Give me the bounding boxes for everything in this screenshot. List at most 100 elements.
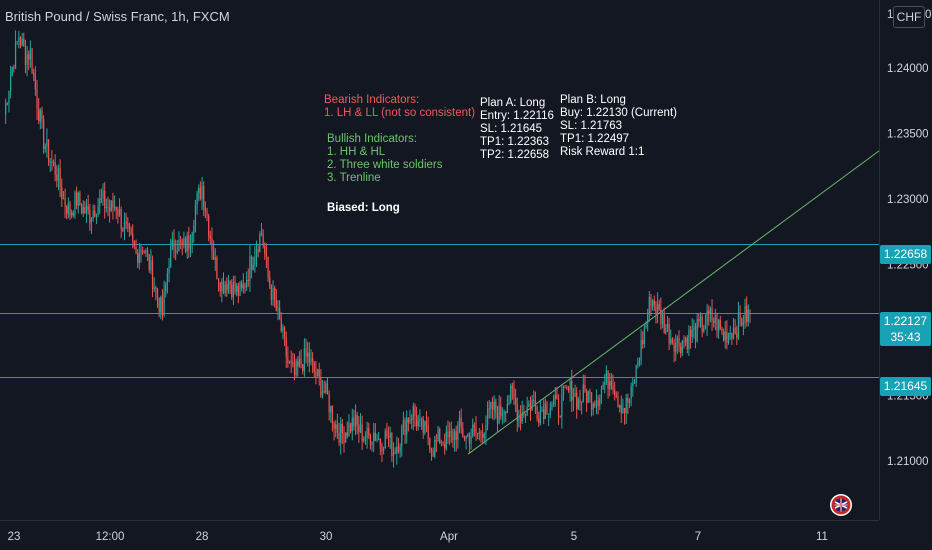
candle-body[interactable] [432,450,434,457]
candle-body[interactable] [295,361,297,375]
candle-body[interactable] [607,370,609,389]
candle-body[interactable] [587,391,589,403]
candle-body[interactable] [330,405,332,413]
candle-body[interactable] [691,329,693,337]
candle-body[interactable] [298,358,301,367]
candle-body[interactable] [523,412,525,415]
candle-body[interactable] [142,250,144,252]
candle-body[interactable] [567,388,570,391]
candle-body[interactable] [303,348,305,372]
candle-body[interactable] [455,431,457,441]
candle-body[interactable] [628,398,631,404]
candle-body[interactable] [354,414,357,427]
candle-body[interactable] [168,266,170,273]
candle-body[interactable] [66,206,68,214]
candle-body[interactable] [321,391,324,396]
candle-body[interactable] [175,250,177,253]
candle-body[interactable] [486,408,489,425]
candle-body[interactable] [285,337,287,357]
candle-body[interactable] [579,399,581,403]
candle-body[interactable] [143,251,145,253]
candle-body[interactable] [148,254,150,271]
candle-body[interactable] [645,323,647,328]
candle-body[interactable] [620,404,622,413]
candle-body[interactable] [31,48,33,73]
candle-body[interactable] [11,66,13,76]
candle-body[interactable] [234,282,236,292]
candle-body[interactable] [392,452,395,456]
candle-body[interactable] [582,384,584,403]
candle-body[interactable] [490,401,492,410]
candle-body[interactable] [262,233,264,247]
candle-body[interactable] [316,369,319,377]
candle-body[interactable] [387,435,390,438]
candle-body[interactable] [80,205,83,214]
candle-body[interactable] [359,424,362,433]
candle-body[interactable] [505,411,507,413]
candle-body[interactable] [247,280,249,282]
candle-body[interactable] [417,421,419,427]
candle-body[interactable] [320,376,322,396]
candle-body[interactable] [264,246,266,254]
candle-body[interactable] [219,282,221,292]
candle-body[interactable] [737,312,740,338]
candle-body[interactable] [23,38,25,47]
candle-body[interactable] [300,358,302,365]
candle-body[interactable] [283,327,286,338]
candle-body[interactable] [18,37,20,42]
candle-body[interactable] [711,308,713,321]
candle-body[interactable] [118,209,121,216]
candle-body[interactable] [427,425,429,439]
candle-body[interactable] [605,370,608,382]
candle-body[interactable] [500,406,502,416]
candle-body[interactable] [179,240,182,243]
candle-body[interactable] [462,428,464,437]
candle-body[interactable] [513,388,515,398]
candle-body[interactable] [227,280,230,291]
candle-body[interactable] [536,406,538,419]
candle-body[interactable] [457,425,459,441]
candle-body[interactable] [252,264,254,270]
candle-body[interactable] [566,387,568,389]
candle-body[interactable] [419,419,421,422]
candle-body[interactable] [736,333,738,338]
candle-body[interactable] [727,332,730,343]
candle-body[interactable] [665,327,667,333]
candle-body[interactable] [493,401,495,410]
candle-body[interactable] [61,187,63,199]
candle-body[interactable] [113,207,116,209]
candle-body[interactable] [105,207,107,209]
candle-body[interactable] [161,296,164,316]
candle-body[interactable] [112,200,114,209]
candle-body[interactable] [638,360,641,364]
candle-body[interactable] [516,404,518,421]
candle-body[interactable] [216,257,218,279]
candle-body[interactable] [557,398,560,417]
candle-body[interactable] [595,400,598,406]
candle-body[interactable] [265,253,268,257]
candle-body[interactable] [369,434,372,445]
candle-body[interactable] [726,331,728,343]
candle-body[interactable] [693,326,695,330]
candle-body[interactable] [42,119,45,150]
candle-body[interactable] [458,417,461,426]
candle-body[interactable] [151,260,154,290]
candle-body[interactable] [671,339,674,344]
candle-body[interactable] [663,314,665,333]
candle-body[interactable] [328,394,330,413]
candle-body[interactable] [99,198,101,206]
candle-body[interactable] [589,391,591,393]
candle-body[interactable] [341,424,343,433]
candle-body[interactable] [178,240,180,252]
candle-body[interactable] [28,54,30,60]
candle-body[interactable] [642,339,644,345]
candle-body[interactable] [673,343,675,352]
candle-body[interactable] [217,278,220,283]
candle-body[interactable] [496,413,499,424]
candle-body[interactable] [622,408,624,413]
trendline[interactable] [467,150,880,455]
candle-body[interactable] [394,452,396,454]
candle-body[interactable] [209,235,211,239]
candle-body[interactable] [318,369,320,377]
candle-body[interactable] [249,256,251,282]
